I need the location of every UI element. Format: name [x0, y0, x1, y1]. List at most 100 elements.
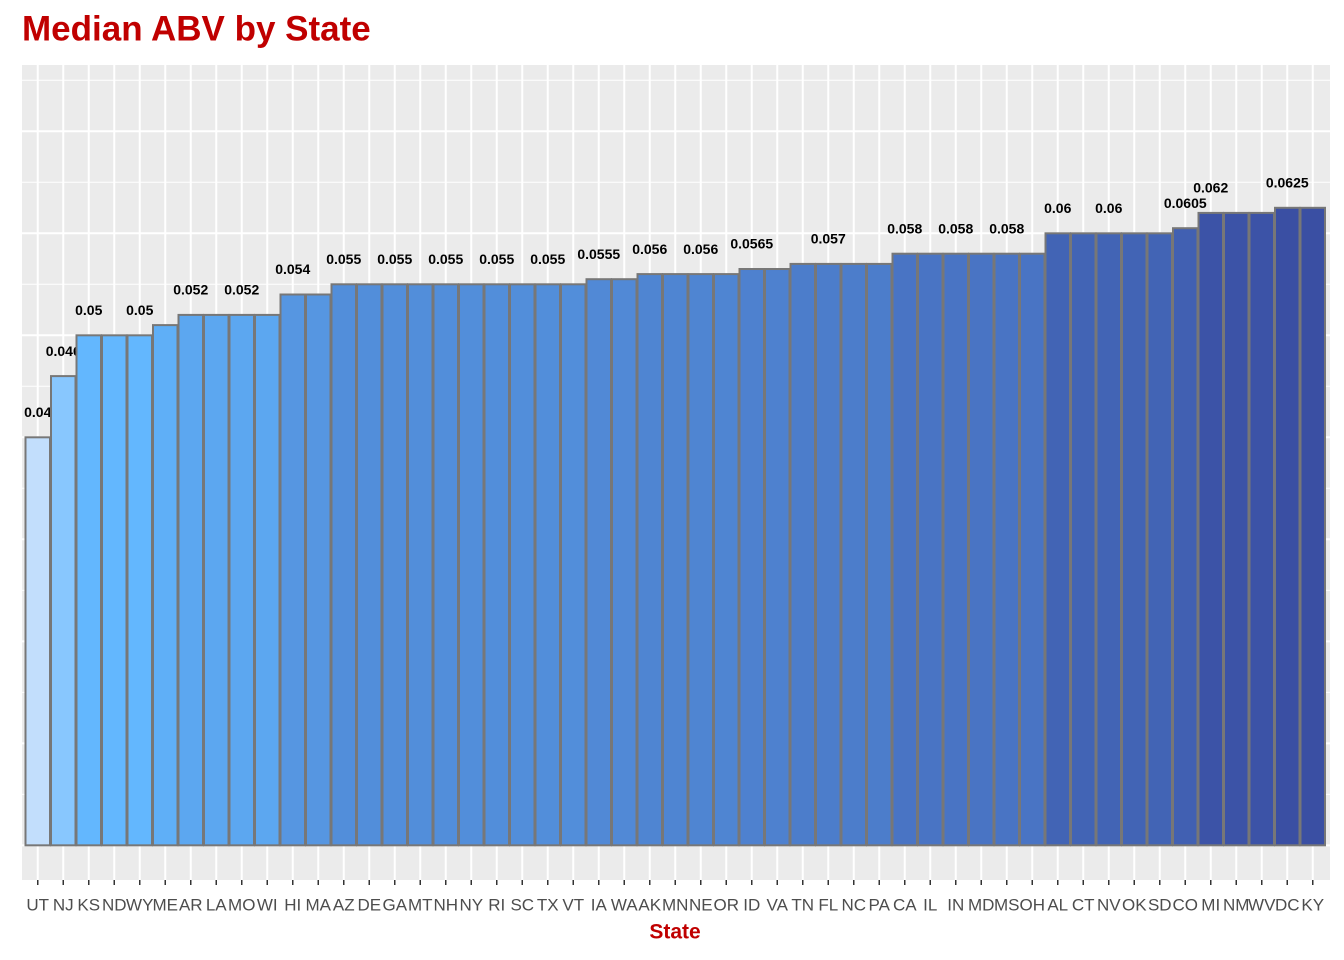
x-tick-label: DC: [1275, 895, 1300, 914]
bar: [1223, 211, 1250, 847]
bar: [764, 268, 791, 847]
data-label: 0.06: [1095, 200, 1122, 216]
bar: [483, 283, 510, 847]
bar: [1248, 211, 1275, 847]
bar: [1019, 252, 1046, 847]
x-tick-label: NV: [1097, 895, 1121, 914]
bar: [279, 293, 306, 847]
data-label: 0.055: [377, 251, 412, 267]
data-label: 0.05: [126, 302, 153, 318]
x-tick-label: ME: [153, 895, 179, 914]
x-tick-label: SC: [510, 895, 534, 914]
x-tick-label: AZ: [333, 895, 355, 914]
x-tick-label: TN: [791, 895, 814, 914]
data-label: 0.0555: [577, 246, 620, 262]
bar: [152, 324, 179, 847]
bar: [126, 334, 153, 847]
bar: [942, 252, 969, 847]
x-tick-label: UT: [26, 895, 49, 914]
x-tick-label: HI: [284, 895, 301, 914]
bar: [432, 283, 459, 847]
bar: [24, 436, 51, 847]
bar: [662, 273, 689, 847]
x-tick-label: TX: [537, 895, 559, 914]
x-tick-label: OH: [1020, 895, 1046, 914]
chart-title: Median ABV by State: [22, 9, 371, 48]
x-tick-label: PA: [869, 895, 891, 914]
data-label: 0.0565: [730, 236, 773, 252]
bar: [509, 283, 536, 847]
bar: [1274, 206, 1301, 847]
bar: [891, 252, 918, 847]
data-label: 0.055: [530, 251, 565, 267]
bar: [713, 273, 740, 847]
x-tick-label: IN: [947, 895, 964, 914]
x-tick-label: IL: [923, 895, 937, 914]
x-tick-label: WI: [257, 895, 278, 914]
data-label: 0.046: [46, 343, 81, 359]
bar: [1070, 232, 1097, 847]
x-tick-label: KY: [1301, 895, 1324, 914]
bar: [560, 283, 587, 847]
x-tick-label: CT: [1072, 895, 1095, 914]
bar: [687, 273, 714, 847]
data-label: 0.058: [887, 220, 922, 236]
data-label: 0.058: [938, 220, 973, 236]
x-tick-label: NE: [689, 895, 713, 914]
x-tick-label: AL: [1047, 895, 1068, 914]
x-tick-label: CO: [1173, 895, 1199, 914]
bar: [356, 283, 383, 847]
bar: [968, 252, 995, 847]
bar: [254, 313, 281, 847]
x-tick-label: MD: [968, 895, 994, 914]
x-tick-label: SD: [1148, 895, 1172, 914]
x-tick-label: MT: [408, 895, 433, 914]
bar: [789, 262, 816, 847]
bar: [407, 283, 434, 847]
bar: [1044, 232, 1071, 847]
x-axis-title: State: [649, 921, 700, 944]
bar: [1172, 227, 1199, 847]
data-label: 0.062: [1193, 180, 1228, 196]
data-label: 0.05: [75, 302, 102, 318]
data-label: 0.04: [24, 404, 51, 420]
data-label: 0.058: [989, 220, 1024, 236]
bar: [177, 313, 204, 847]
data-label: 0.0625: [1266, 175, 1309, 191]
data-label: 0.056: [632, 241, 667, 257]
bar: [611, 278, 638, 847]
x-tick-label: OR: [714, 895, 740, 914]
data-label: 0.06: [1044, 200, 1071, 216]
x-tick-label: VA: [767, 895, 789, 914]
x-tick-label: ND: [102, 895, 127, 914]
bar: [1095, 232, 1122, 847]
x-tick-label: NC: [841, 895, 866, 914]
x-tick-label: RI: [488, 895, 505, 914]
x-tick-label: ID: [743, 895, 760, 914]
x-tick-label: GA: [382, 895, 407, 914]
bar: [228, 313, 255, 847]
bar: [815, 262, 842, 847]
bar: [1121, 232, 1148, 847]
data-label: 0.052: [173, 282, 208, 298]
x-tick-label: NJ: [53, 895, 74, 914]
x-tick-label: WA: [611, 895, 638, 914]
bar: [101, 334, 128, 847]
bar: [993, 252, 1020, 847]
bar: [1146, 232, 1173, 847]
x-tick-label: AK: [638, 895, 661, 914]
bar: [203, 313, 230, 847]
data-label: 0.055: [479, 251, 514, 267]
data-label: 0.057: [811, 231, 846, 247]
x-tick-label: NY: [459, 895, 483, 914]
data-label: 0.056: [683, 241, 718, 257]
bar: [75, 334, 102, 847]
bar: [1197, 211, 1224, 847]
data-label: 0.0605: [1164, 195, 1207, 211]
x-tick-label: FL: [818, 895, 838, 914]
x-tick-label: VT: [562, 895, 584, 914]
bar: [305, 293, 332, 847]
bar: [840, 262, 867, 847]
x-tick-label: OK: [1122, 895, 1147, 914]
